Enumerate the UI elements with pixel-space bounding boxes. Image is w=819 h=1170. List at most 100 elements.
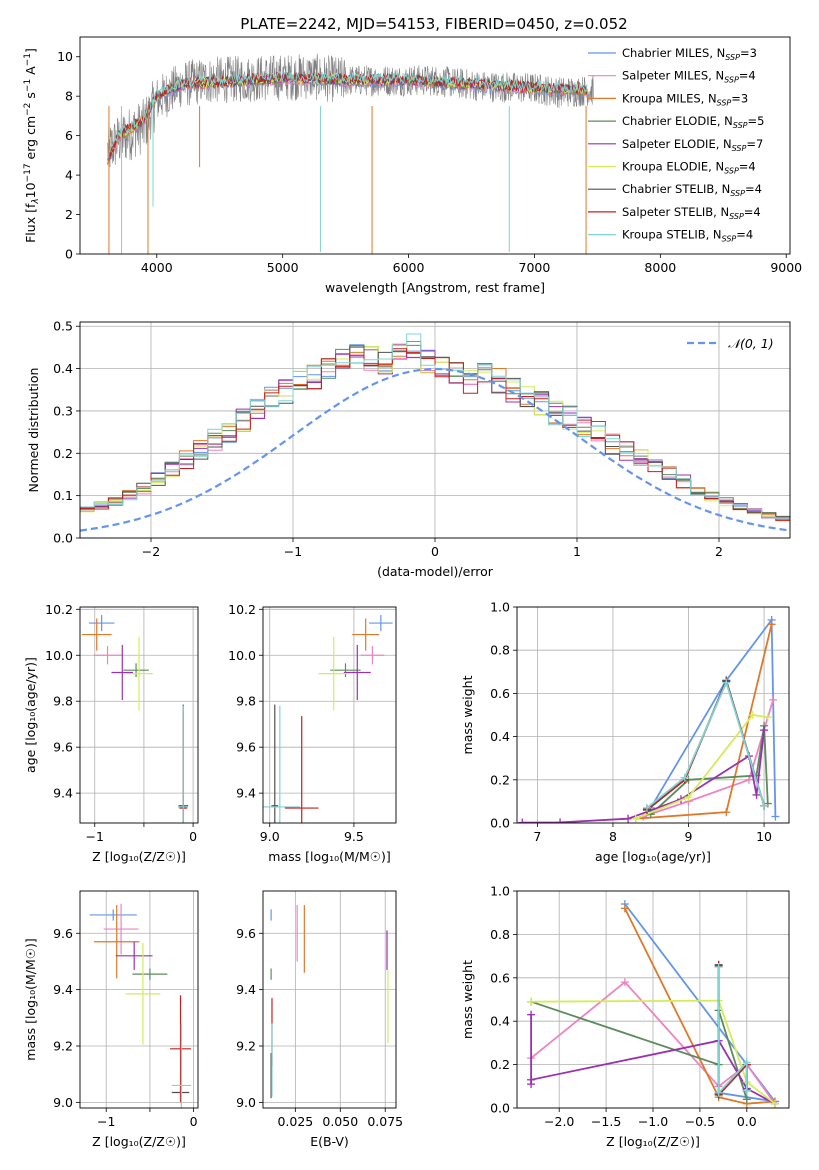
legend-sub: SSP	[733, 121, 748, 130]
y-tick-label: 10	[57, 49, 73, 64]
y-tick-label: 0.4	[490, 729, 510, 744]
legend-value: =3	[731, 91, 748, 105]
plot-area	[518, 615, 780, 823]
errorbar-kroupa-stelib	[171, 1023, 192, 1108]
y-tick-label: 0.8	[490, 643, 510, 658]
panel-mass_vs_ebv: 0.025 0.050 0.075 9.0 9.2 9.4 9.6 E(B-V)	[236, 890, 403, 1149]
plot-area	[89, 903, 192, 1108]
errorbar-kroupa-elodie	[125, 943, 161, 1045]
y-tick-label: 9.2	[236, 1039, 256, 1054]
x-tick-label: 1	[573, 544, 581, 559]
x-tick-label: 10	[756, 829, 772, 844]
y-tick-label: 8	[65, 89, 73, 104]
y-axis-label-part: ]	[23, 48, 38, 53]
x-axis-label: Z [log₁₀(Z/Z☉)]	[606, 1134, 700, 1149]
y-tick-label: 0.2	[490, 1057, 510, 1072]
x-tick-label: 7	[533, 829, 541, 844]
x-tick-label: 9.0	[260, 829, 280, 844]
y-axis-label: Flux [fλ10−17 erg cm−2 s−1 A−1]	[23, 48, 41, 243]
y-axis-label-part: −17	[23, 163, 33, 182]
weight-line	[642, 699, 774, 818]
x-tick-label: 9.5	[344, 829, 364, 844]
weight-line	[649, 617, 777, 817]
legend-value: =4	[739, 160, 756, 174]
errorbar-salpeter-miles	[93, 646, 122, 665]
y-tick-label: 9.2	[53, 1039, 73, 1054]
errorbar-salpeter-miles	[103, 903, 139, 955]
x-tick-label: 9000	[770, 260, 802, 275]
x-tick-label: 8000	[644, 260, 676, 275]
panel-spectrum: 4000 5000 6000 7000 8000 9000 0 2 4 6 8 10 wavelengt…	[23, 36, 802, 295]
legend-sub: SSP	[730, 189, 745, 198]
weight-line	[530, 1014, 776, 1105]
y-tick-label: 9.6	[236, 926, 256, 941]
y-axis-label: mass weight	[460, 960, 475, 1039]
x-tick-label: 0	[189, 829, 197, 844]
legend-name: Salpeter STELIB, N	[622, 205, 729, 219]
y-axis-label: mass weight	[460, 675, 475, 754]
x-axis-label: wavelength [Angstrom, rest frame]	[325, 280, 545, 295]
y-tick-label: 0.8	[490, 927, 510, 942]
legend-value: =5	[748, 114, 765, 128]
panel-weight_vs_Z: −2.0 −1.5 −1.0 −0.5 0.0 0.0 0.2 0.4 0.6 0.8 1.0 Z […	[460, 884, 790, 1149]
legend-name: Chabrier STELIB, N	[622, 182, 730, 196]
normal-distribution-curve	[80, 367, 790, 532]
x-axis-label: mass [log₁₀(M/M☉)]	[268, 849, 390, 864]
legend-value: =3	[740, 46, 757, 60]
panel-age_vs_Z: −1 0 9.4 9.6 9.8 10.0 10.2 Z [log₁₀(Z/Z☉)] age […	[23, 602, 199, 864]
legend-value: =4	[744, 205, 761, 219]
panel-age_vs_mass: 9.0 9.5 9.4 9.6 9.8 10.0 10.2 mass [log₁₀(M/M☉)…	[228, 602, 397, 864]
plot-area	[107, 53, 594, 254]
x-tick-label: −1	[284, 544, 302, 559]
histogram-chabrier-stelib	[80, 345, 790, 523]
x-axis-label: E(B-V)	[310, 1134, 349, 1149]
weight-series-salpeter-stelib	[642, 677, 769, 813]
x-tick-label: −1	[86, 829, 104, 844]
panel-mass_vs_Z: −1 0 9.0 9.2 9.4 9.6 Z [log₁₀(Z/Z☉)] mass [log₁…	[23, 890, 199, 1149]
legend-name: Salpeter ELODIE, N	[622, 137, 732, 151]
legend-value: =4	[745, 182, 762, 196]
errorbar-chabrier-elodie	[132, 968, 168, 980]
y-tick-label: 0.1	[53, 488, 73, 503]
y-tick-label: 9.0	[53, 1095, 73, 1110]
errorbar-salpeter-elodie	[111, 644, 134, 701]
y-axis-label-part: λ	[31, 198, 41, 204]
y-axis-label-part: erg cm	[23, 116, 38, 164]
weight-series-kroupa-stelib	[714, 962, 751, 1097]
legend-label-chabrier-miles: Chabrier MILES, NSSP=3	[622, 46, 757, 62]
plot-area	[527, 900, 779, 1108]
x-tick-label: 7000	[519, 260, 551, 275]
y-tick-label: 0.2	[53, 446, 73, 461]
model-spectrum-kroupa-miles	[107, 74, 588, 166]
legend-sub: SSP	[732, 144, 747, 153]
y-axis-label-part: 10	[23, 182, 38, 198]
y-tick-label: 0.0	[53, 531, 73, 546]
x-tick-label: 0.075	[367, 1114, 403, 1129]
x-tick-label: 0	[431, 544, 439, 559]
axes-frame	[79, 36, 791, 255]
weight-line	[646, 680, 765, 809]
weight-line	[531, 999, 776, 1105]
figure-title: PLATE=2242, MJD=54153, FIBERID=0450, z=0…	[240, 15, 627, 33]
x-tick-label: 9	[685, 829, 693, 844]
x-axis-label: (data-model)/error	[377, 564, 494, 579]
errorbar-chabrier-elodie	[123, 663, 149, 678]
weight-series-kroupa-elodie	[631, 711, 772, 823]
y-tick-label: 9.6	[53, 926, 73, 941]
x-axis-label: Z [log₁₀(Z/Z☉)]	[92, 1134, 186, 1149]
legend-name: Salpeter MILES, N	[622, 69, 724, 83]
y-tick-label: 10.0	[45, 648, 73, 663]
x-tick-label: 0	[190, 1114, 198, 1129]
axes-frame	[262, 606, 397, 824]
weight-series-chabrier-elodie	[527, 997, 751, 1104]
legend-label-chabrier-stelib: Chabrier STELIB, NSSP=4	[622, 182, 762, 198]
y-tick-label: 10.2	[228, 602, 256, 617]
y-tick-label: 0	[65, 247, 73, 262]
x-axis-label: Z [log₁₀(Z/Z☉)]	[92, 849, 186, 864]
legend-label-normal: 𝒩(0, 1)	[728, 336, 774, 351]
errorbar-chabrier-miles	[369, 615, 393, 632]
x-tick-label: 6000	[393, 260, 425, 275]
weight-line	[717, 967, 748, 1096]
y-tick-label: 2	[65, 207, 73, 222]
y-tick-label: 1.0	[490, 884, 510, 899]
